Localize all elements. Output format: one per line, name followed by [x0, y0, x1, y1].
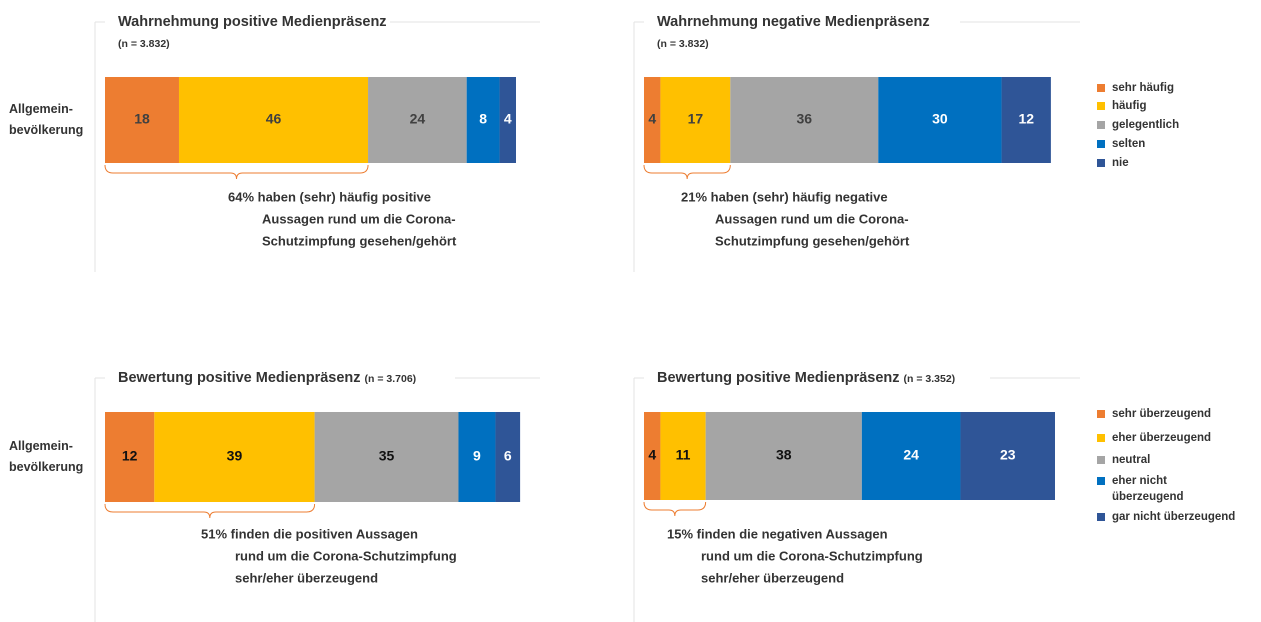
bar-segment — [1001, 77, 1051, 163]
value-label: 35 — [379, 448, 395, 464]
legend-swatch — [1097, 84, 1105, 92]
legend-swatch — [1097, 456, 1105, 464]
bar-segment — [644, 77, 661, 163]
legend-swatch — [1097, 477, 1105, 485]
legend-label: gar nicht überzeugend — [1112, 511, 1235, 523]
value-label: 9 — [473, 448, 481, 464]
legend-swatch — [1097, 434, 1105, 442]
value-label: 46 — [266, 111, 282, 127]
chart-title: Bewertung positive Medienpräsenz — [657, 370, 900, 386]
value-label: 11 — [676, 447, 691, 463]
bar-segment — [495, 412, 521, 502]
legend-label: eher überzeugend — [1112, 432, 1211, 444]
chart-subtitle: (n = 3.832) — [118, 38, 170, 50]
bar-segment — [861, 412, 961, 500]
chart-subtitle: (n = 3.832) — [657, 38, 709, 50]
bar-segment — [466, 77, 500, 163]
annotation: sehr/eher überzeugend — [701, 570, 844, 585]
legend-swatch — [1097, 102, 1105, 110]
bar-segment — [314, 412, 459, 502]
chart-subtitle: (n = 3.352) — [904, 373, 956, 385]
value-label: 36 — [797, 111, 813, 127]
value-label: 24 — [903, 447, 919, 463]
annotation: Aussagen rund um die Corona- — [262, 211, 456, 226]
value-label: 30 — [932, 111, 948, 127]
annotation: 64% haben (sehr) häufig positive — [228, 189, 431, 204]
frame — [94, 377, 540, 622]
value-label: 12 — [122, 448, 138, 464]
value-label: 18 — [134, 111, 150, 127]
annotation: Aussagen rund um die Corona- — [715, 211, 909, 226]
bar-segment — [105, 77, 179, 163]
annotation: sehr/eher überzeugend — [235, 570, 378, 585]
chart-subtitle: (n = 3.706) — [365, 373, 417, 385]
legend-swatch — [1097, 121, 1105, 129]
category-label: Allgemein-bevölkerung — [9, 439, 83, 474]
legend-label: neutral — [1112, 454, 1150, 466]
value-label: 24 — [410, 111, 426, 127]
frame — [94, 21, 540, 272]
bar-segment — [960, 412, 1055, 500]
bar-segment — [660, 412, 706, 500]
annotation: 15% finden die negativen Aussagen — [667, 526, 888, 541]
annotation: 51% finden die positiven Aussagen — [201, 526, 418, 541]
value-label: 6 — [504, 448, 512, 464]
legend-label: eher nicht überzeugend — [1112, 475, 1184, 503]
legend-swatch — [1097, 513, 1105, 521]
value-label: 4 — [504, 111, 512, 127]
chart-title: Bewertung positive Medienpräsenz — [118, 370, 361, 386]
bar-segment — [878, 77, 1002, 163]
legend-label: gelegentlich — [1112, 119, 1179, 131]
bar-segment — [705, 412, 862, 500]
value-label: 17 — [688, 111, 704, 127]
bar-segment — [499, 77, 516, 163]
bar-segment — [105, 412, 155, 502]
legend-label: nie — [1112, 157, 1129, 169]
annotation: rund um die Corona-Schutzimpfung — [701, 548, 923, 563]
value-label: 38 — [776, 447, 792, 463]
value-label: 23 — [1000, 447, 1016, 463]
legend-swatch — [1097, 159, 1105, 167]
chart-title: Wahrnehmung negative Medienpräsenz — [657, 14, 930, 30]
brace — [643, 164, 731, 180]
frame — [633, 21, 1080, 272]
chart-title: Wahrnehmung positive Medienpräsenz — [118, 14, 387, 30]
legend-label: sehr häufig — [1112, 82, 1174, 94]
value-label: 39 — [227, 448, 243, 464]
bar-segment — [458, 412, 496, 502]
legend-swatch — [1097, 140, 1105, 148]
legend-label: selten — [1112, 138, 1145, 150]
annotation: rund um die Corona-Schutzimpfung — [235, 548, 457, 563]
bar-segment — [178, 77, 369, 163]
annotation: 21% haben (sehr) häufig negative — [681, 189, 888, 204]
value-label: 4 — [648, 111, 656, 127]
legend-label: häufig — [1112, 100, 1147, 112]
brace — [104, 164, 369, 180]
annotation: Schutzimpfung gesehen/gehört — [715, 233, 910, 248]
brace — [104, 503, 316, 519]
value-label: 8 — [479, 111, 487, 127]
legend-label: sehr überzeugend — [1112, 408, 1211, 420]
bar-segment — [644, 412, 661, 500]
category-label: Allgemein-bevölkerung — [9, 102, 83, 137]
frame — [633, 377, 1080, 622]
legend-swatch — [1097, 410, 1105, 418]
bar-segment — [660, 77, 731, 163]
brace — [643, 501, 707, 517]
value-label: 12 — [1018, 111, 1034, 127]
bar-segment — [154, 412, 315, 502]
annotation: Schutzimpfung gesehen/gehört — [262, 233, 457, 248]
bar-segment — [730, 77, 879, 163]
bar-segment — [368, 77, 467, 163]
value-label: 4 — [648, 447, 656, 463]
